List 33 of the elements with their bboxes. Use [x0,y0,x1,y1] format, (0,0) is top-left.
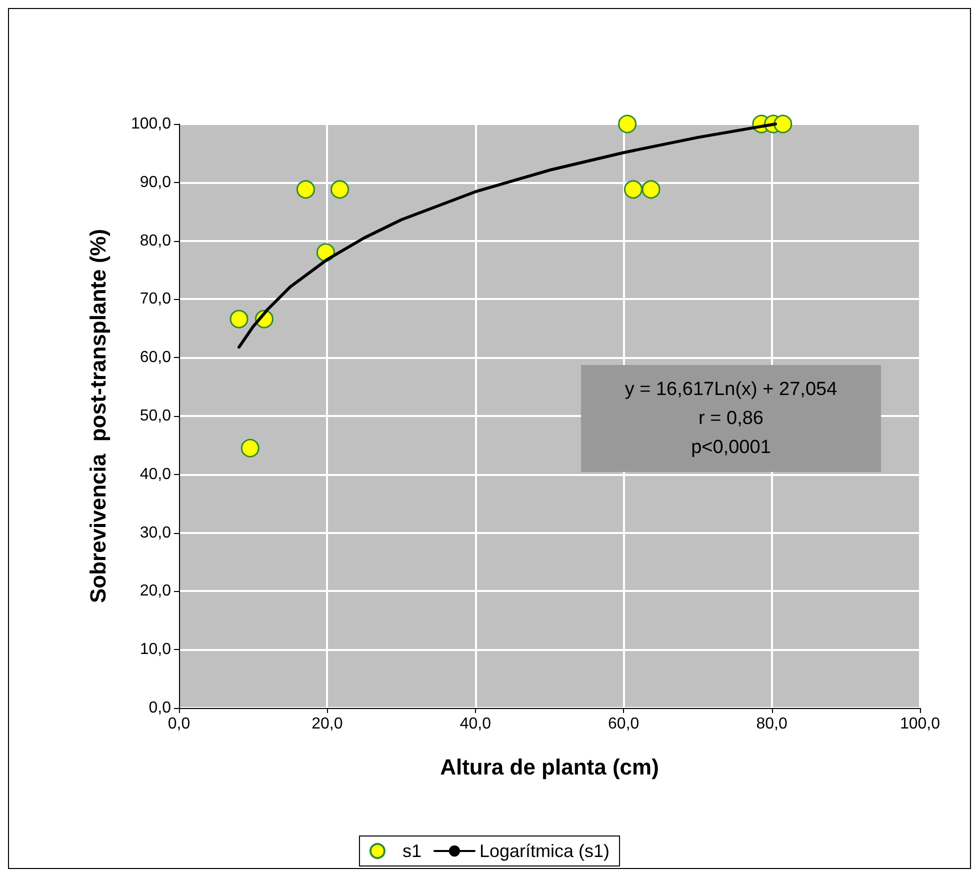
y-tick-label: 10,0 [140,641,172,658]
point [330,180,350,199]
legend-label: s1 [402,841,422,861]
legend-label: Logarítmica (s1) [479,841,610,861]
y-tick-label: 20,0 [140,582,172,600]
point [774,114,792,134]
x-tick-label: 60,0 [608,716,640,732]
point [642,180,660,199]
y-tick-label: 30,0 [140,524,172,542]
x-tick-label: 40,0 [460,716,492,732]
y-tick-label: 80,0 [140,232,172,250]
y-tick-label: 100,0 [130,116,172,132]
point [230,310,248,328]
note-box: y = 16,617Ln(x) + 27,054 r = 0,86 p<0,0001 [581,365,881,472]
x-tick-label: 0,0 [168,716,190,732]
x-tick-label: 80,0 [756,716,788,732]
point [618,114,637,134]
annotation: r = 0,86 [698,407,764,431]
annotation: y = 16,617Ln(x) + 27,054 [624,378,838,402]
y-tick-label: 70,0 [140,290,172,308]
y-tick-label: 60,0 [140,349,172,366]
x-tick-label: 100,0 [900,716,940,732]
y-tick-label: 40,0 [140,466,172,483]
x-axis-title: Altura de planta (cm) [440,754,659,780]
y-axis-title: Sobrevivencia post-transplante (%) [86,228,110,604]
annotation: p<0,0001 [690,436,772,460]
point [296,180,315,199]
y-tick-label: 0,0 [148,700,172,716]
y-tick-label: 50,0 [140,408,172,424]
x-tick-label: 20,0 [312,716,343,732]
point [624,180,642,199]
point [240,438,260,458]
y-tick-label: 90,0 [140,174,172,191]
